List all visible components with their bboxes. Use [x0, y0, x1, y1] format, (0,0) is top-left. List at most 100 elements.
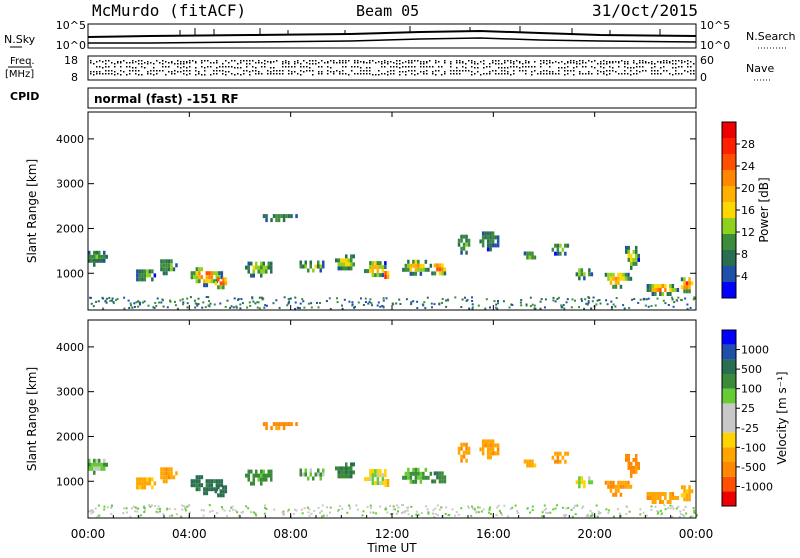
echo-cell [609, 488, 613, 493]
freq-dot [336, 62, 338, 64]
colorbar-tick-label: 24 [741, 160, 755, 173]
echo-cell [210, 271, 214, 276]
echo-cell [412, 271, 415, 276]
echo-cell [526, 463, 529, 468]
speckle-cell [597, 512, 600, 515]
freq-dot [498, 60, 500, 62]
echo-cell [280, 214, 283, 219]
speckle-cell [623, 307, 626, 310]
speckle-cell [341, 307, 344, 310]
echo-cell [625, 249, 628, 254]
freq-dot [366, 70, 368, 72]
echo-cell [627, 457, 630, 462]
echo-cell [381, 473, 385, 478]
echo-cell [350, 254, 353, 259]
echo-cell [195, 279, 199, 284]
freq-dot [138, 74, 140, 76]
speckle-cell [351, 303, 354, 306]
echo-cell [247, 473, 250, 478]
echo-cell [215, 279, 219, 284]
freq-dot [249, 71, 251, 73]
echo-cell [342, 470, 345, 475]
colorbar-tick-label: 4 [741, 270, 748, 283]
echo-cell [424, 259, 428, 264]
echo-cell [438, 479, 442, 484]
echo-cell [496, 239, 500, 244]
speckle-cell [139, 303, 141, 306]
echo-cell [98, 250, 101, 255]
echo-cell [609, 480, 613, 485]
speckle-cell [207, 304, 210, 307]
echo-cell [635, 465, 638, 470]
echo-cell [379, 473, 382, 478]
freq-dot [579, 73, 581, 75]
speckle-cell [186, 306, 189, 309]
echo-cell [622, 480, 625, 485]
speckle-cell [574, 299, 576, 302]
echo-cell [429, 471, 433, 476]
colorbar-segment [722, 218, 736, 234]
echo-cell [590, 272, 594, 277]
freq-dot [462, 61, 464, 63]
echo-cell [136, 481, 139, 486]
echo-cell [491, 239, 495, 244]
colorbar-tick-label: -1000 [741, 480, 773, 493]
echo-cell [138, 481, 142, 486]
freq-dot [468, 60, 470, 62]
freq-dot [99, 71, 101, 73]
echo-cell [205, 271, 209, 276]
freq-dot [501, 63, 503, 65]
freq-dot [255, 73, 257, 75]
speckle-cell [299, 302, 302, 305]
freq-dot [354, 60, 356, 62]
time-xlabel: Time UT [366, 541, 417, 554]
echo-cell [384, 479, 387, 483]
freq-dot [162, 60, 164, 62]
echo-cell [141, 277, 144, 282]
freq-dot [675, 60, 677, 62]
freq-dot [504, 67, 506, 69]
freq-dot [198, 73, 200, 75]
echo-cell [609, 276, 613, 281]
speckle-cell [584, 298, 587, 301]
speckle-cell [657, 511, 660, 514]
echo-cell [533, 255, 537, 260]
freq-dot [516, 60, 518, 62]
freq-dot [609, 61, 611, 63]
freq-dot [489, 73, 491, 75]
echo-cell [299, 260, 302, 265]
speckle-cell [213, 303, 216, 306]
echo-cell [151, 269, 154, 274]
speckle-cell [322, 514, 325, 517]
freq-dot [681, 60, 683, 62]
freq-dot [402, 66, 404, 68]
speckle-cell [671, 516, 674, 518]
echo-cell [661, 492, 665, 496]
echo-cell [617, 480, 620, 485]
freq-dot [423, 73, 425, 75]
speckle-cell [477, 511, 480, 514]
freq-dot [582, 62, 584, 64]
echo-cell [484, 231, 487, 236]
echo-cell [627, 453, 630, 458]
freq-dot [462, 70, 464, 72]
echo-cell [143, 477, 147, 482]
speckle-cell [495, 303, 498, 306]
freq-dot [108, 60, 110, 62]
ytick-label: 3000 [56, 386, 84, 399]
echo-cell [457, 238, 461, 243]
echo-cell [345, 466, 348, 471]
freq-dot [678, 60, 680, 62]
echo-cell [376, 273, 380, 278]
freq-dot [426, 73, 428, 75]
speckle-cell [672, 507, 675, 510]
echo-cell [88, 466, 91, 471]
speckle-cell [394, 508, 396, 511]
freq-dot [162, 70, 164, 72]
echo-cell [649, 496, 652, 500]
colorbar-segment [722, 282, 736, 298]
freq-dot [132, 60, 134, 62]
echo-cell [319, 268, 322, 273]
speckle-cell [656, 512, 659, 515]
echo-cell [364, 477, 367, 482]
